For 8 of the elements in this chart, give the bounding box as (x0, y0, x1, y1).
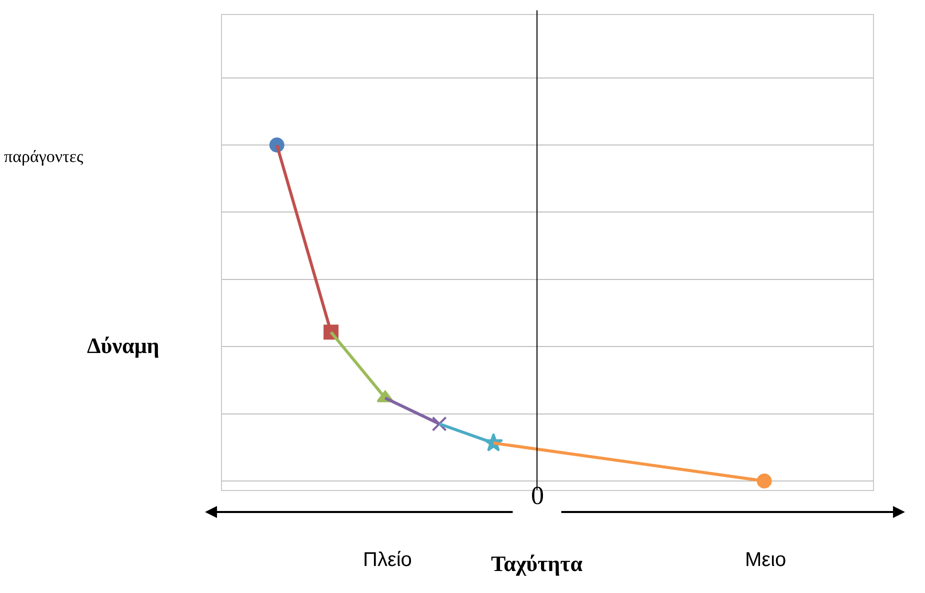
text: Μειο (745, 549, 786, 571)
text: 0 (531, 481, 544, 510)
y-axis-title: Δύναμη (87, 333, 160, 358)
point (756, 474, 772, 488)
point (432, 416, 447, 432)
x-axis-title: Ταχύτητα (491, 551, 584, 576)
text: παράγοντες (4, 147, 84, 166)
text: Πλείο (363, 549, 412, 571)
